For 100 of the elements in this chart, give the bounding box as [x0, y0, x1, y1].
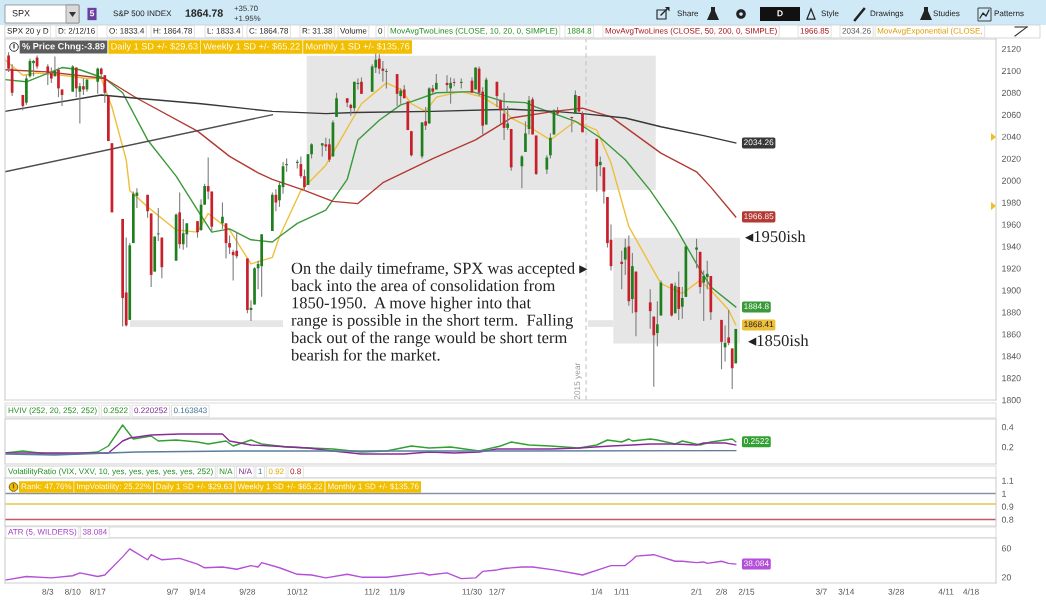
text: L: 1833.4	[207, 27, 241, 34]
chart-title: VolatilityRatio (VIX, VXV, 10, yes, yes, yes, yes, yes, 252)	[8, 468, 213, 476]
text: O: 1833.4	[109, 27, 145, 34]
text: Patterns	[994, 10, 1024, 17]
x-tick-label: 3/7	[815, 588, 827, 595]
text: 2034.26	[842, 27, 871, 34]
ref-line-label: 2015 year	[574, 362, 582, 400]
x-tick-label: 8/17	[89, 588, 106, 595]
text: 0.163843	[173, 407, 207, 414]
y-tick-label: 1820	[1002, 375, 1021, 382]
annotation: Weekly 1 SD +/- $65.22	[203, 42, 300, 52]
text: N/A	[219, 468, 233, 475]
text: SPX 20 y D	[7, 27, 49, 36]
y-tick-label: 2040	[1002, 133, 1021, 140]
text: Style	[821, 10, 839, 18]
annotation: On the daily timeframe, SPX was accepted ▸ back into the area of consolidation from 1850-1950. A move higher into that range is possible in the short term. Falling back out of the range would be short term bearish for the market.	[291, 262, 588, 361]
text: 5	[89, 10, 95, 17]
text: R: 31.38	[302, 27, 333, 34]
y-tick-label: 0.2	[1001, 444, 1014, 451]
x-tick-label: 8/10	[64, 588, 81, 595]
x-tick-label: 9/28	[239, 588, 256, 595]
x-tick-label: 4/18	[963, 588, 979, 595]
text: C: 1864.78	[249, 27, 289, 34]
x-tick-label: 1/11	[614, 588, 630, 595]
data-label: 1868.41	[744, 321, 774, 328]
data-label: 38.084	[743, 560, 769, 567]
annotation: Weekly 1 SD +/- $65.22	[237, 483, 323, 491]
annotation: ◂1950ish	[745, 230, 806, 243]
data-label: 2034.26	[744, 139, 774, 146]
x-tick-label: 10/12	[287, 588, 308, 595]
text: Volume	[340, 27, 367, 34]
y-tick-label: 1980	[1002, 199, 1021, 206]
x-tick-label: 2/8	[716, 588, 727, 595]
text: 1966.85	[800, 27, 829, 34]
y-tick-label: 2000	[1002, 177, 1021, 184]
y-tick-label: 2100	[1002, 67, 1021, 75]
text: SPX	[12, 10, 30, 17]
x-tick-label: 1/4	[591, 588, 603, 595]
y-tick-label: 1940	[1002, 243, 1021, 250]
annotation: % Price Chng:-3.89	[22, 42, 105, 52]
y-tick-label: 2080	[1002, 89, 1021, 97]
annotation: Daily 1 SD +/- $29.63	[111, 42, 198, 52]
y-tick-label: 0.8	[1001, 516, 1014, 523]
y-tick-label: 2120	[1002, 45, 1021, 53]
data-label: 0.2522	[743, 438, 769, 445]
x-tick-label: 11/30	[462, 588, 482, 595]
data-label: 1966.85	[744, 213, 774, 220]
annotation: Monthly 1 SD +/- $135.76	[306, 42, 410, 52]
y-tick-label: 1960	[1002, 221, 1021, 228]
text: 0.92	[268, 468, 284, 475]
x-tick-label: 4/11	[938, 588, 954, 595]
y-tick-label: 2060	[1002, 111, 1021, 118]
text: Studies	[933, 10, 960, 17]
text: MovAvgTwoLines (CLOSE, 10, 20, 0, SIMPLE)	[390, 27, 558, 36]
text: D	[777, 10, 783, 17]
y-tick-label: 1.1	[1002, 477, 1014, 484]
y-tick-label: 1800	[1002, 397, 1021, 404]
x-tick-label: 3/14	[838, 588, 855, 595]
x-tick-label: 3/28	[888, 588, 904, 595]
annotation: Monthly 1 SD +/- $135.76	[328, 483, 419, 491]
x-tick-label: 2/1	[691, 588, 702, 595]
y-tick-label: 1920	[1002, 265, 1021, 272]
y-tick-label: 0.9	[1001, 503, 1014, 510]
x-tick-label: 9/14	[189, 588, 206, 595]
text: 0.220252	[134, 407, 168, 414]
text: MovAvgTwoLines (CLOSE, 50, 200, 0, SIMPLE)	[605, 27, 777, 36]
x-tick-label: 11/2	[365, 588, 380, 595]
text: 1884.8	[567, 27, 592, 34]
chart-title: HVIV (252, 20, 252, 252)	[8, 407, 97, 415]
x-tick-label: 9/7	[167, 588, 178, 595]
annotation: ◂1850ish	[748, 334, 809, 347]
text: 0.8	[290, 468, 301, 475]
y-tick-label: 1880	[1002, 309, 1021, 316]
y-tick-label: 1900	[1002, 287, 1021, 294]
chart-title: ATR (5, WILDERS)	[8, 528, 77, 537]
text: N/A	[239, 468, 252, 475]
text: 1864.78	[185, 9, 223, 17]
data-label: 1884.8	[744, 303, 769, 310]
text: 0.2522	[103, 407, 128, 414]
y-tick-label: 1	[1002, 490, 1006, 497]
text: D: 2/12/16	[58, 27, 95, 34]
y-tick-label: 60	[1002, 545, 1011, 552]
annotation: Daily 1 SD +/- $29.63	[156, 483, 233, 491]
text: 0	[378, 27, 383, 34]
text: MovAvgExponential (CLOSE,	[877, 27, 982, 36]
text: 38.084	[82, 528, 107, 535]
x-tick-label: 2/15	[738, 588, 755, 595]
y-tick-label: 2020	[1002, 155, 1021, 162]
y-tick-label: 20	[1002, 574, 1011, 581]
text: Share	[677, 10, 699, 17]
y-tick-label: 0.4	[1001, 424, 1014, 431]
y-tick-label: 1840	[1002, 353, 1021, 360]
text: Drawings	[870, 10, 904, 18]
x-tick-label: 12/7	[489, 588, 505, 595]
annotation: Rank: 47.76%	[21, 483, 72, 490]
annotation: ImpVolatility: 25.22%	[77, 483, 151, 491]
y-tick-label: 1860	[1002, 331, 1021, 338]
text: S&P 500 INDEX	[113, 10, 172, 17]
x-tick-label: 11/9	[389, 588, 405, 595]
text: H: 1864.78	[153, 27, 193, 34]
